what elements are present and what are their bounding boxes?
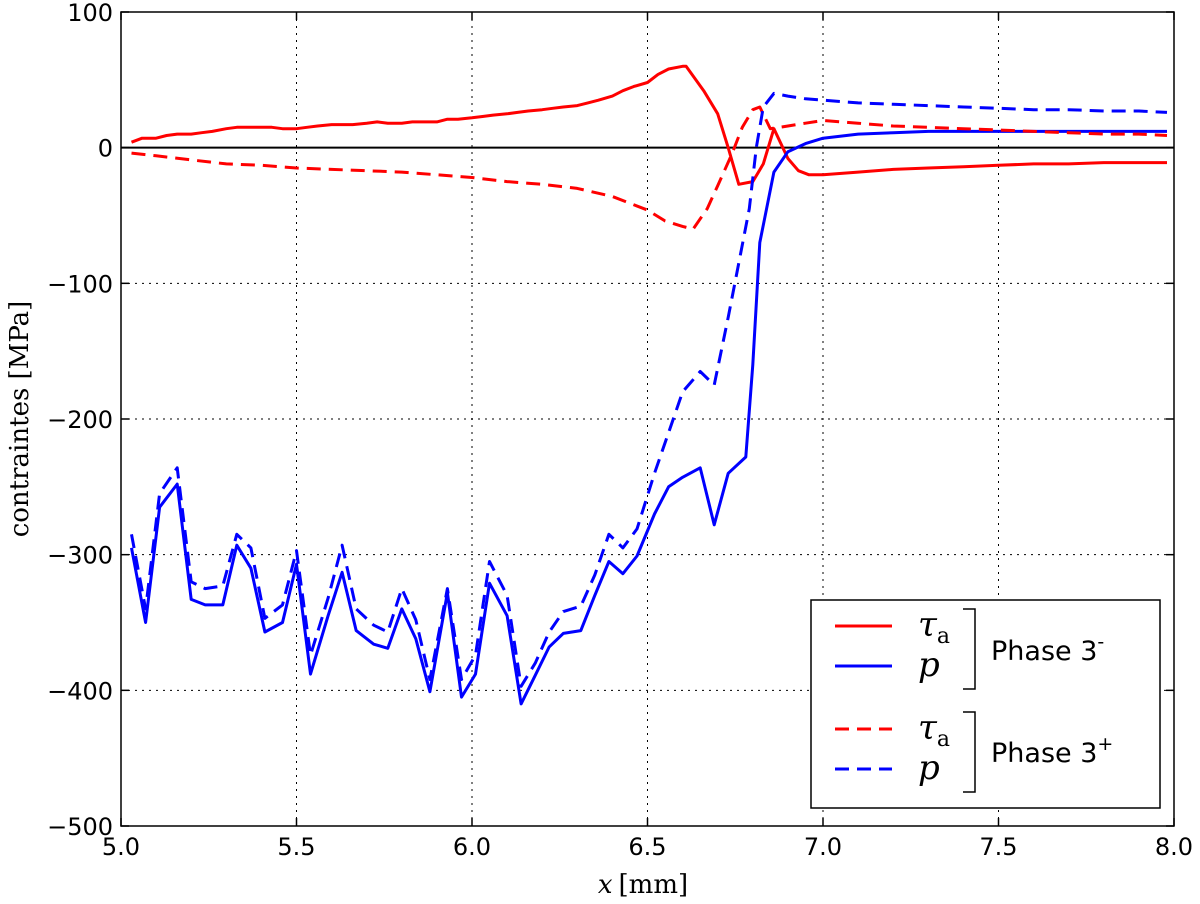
series-line-p-phase-plus [130, 91, 1168, 688]
x-tick-label: 5.0 [102, 833, 140, 861]
x-tick-labels: 5.0 5.5 6.0 6.5 7.0 7.5 8.0 [102, 833, 1193, 861]
x-tick-label: 7.0 [804, 833, 842, 861]
y-tick-label: −200 [47, 406, 113, 434]
y-tick-label: −300 [47, 542, 113, 570]
legend-phase-label: Phase 3- [991, 631, 1104, 667]
legend-symbol: τa [918, 605, 950, 649]
series-group [130, 64, 1168, 706]
legend: τap Phase 3-τap Phase 3+ [810, 599, 1161, 809]
legend-box [810, 599, 1161, 809]
x-axis-variable: x [598, 870, 613, 900]
legend-symbol: τa [918, 708, 950, 752]
legend-symbol: p [918, 645, 940, 685]
legend-phase-label: Phase 3+ [991, 733, 1113, 769]
x-tick-label: 6.5 [628, 833, 666, 861]
y-tick-label: 0 [98, 135, 113, 163]
legend-bracket [963, 608, 976, 690]
y-tick-label: −100 [47, 270, 113, 298]
y-tick-label: 100 [67, 0, 113, 27]
x-tick-label: 5.5 [277, 833, 315, 861]
legend-bracket [963, 711, 976, 793]
series-line-p-phase-minus [130, 129, 1167, 706]
legend-symbol: p [918, 748, 940, 788]
tick-marks [120, 11, 1175, 827]
x-tick-label: 7.5 [979, 833, 1017, 861]
x-tick-label: 8.0 [1155, 833, 1193, 861]
y-tick-labels: 100 0 −100 −200 −300 −400 −500 [47, 0, 113, 841]
series-line-tau-a-phase-plus [131, 105, 1168, 231]
y-tick-label: −400 [47, 677, 113, 705]
series-line-tau-a-phase-minus [130, 64, 1167, 186]
x-tick-label: 6.0 [453, 833, 491, 861]
y-tick-label: −500 [47, 813, 113, 841]
x-axis-label: x [mm] [598, 870, 688, 900]
x-axis-unit: [mm] [619, 870, 689, 900]
y-axis-label: contraintes [MPa] [5, 301, 35, 538]
